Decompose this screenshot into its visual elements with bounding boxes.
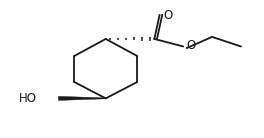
Polygon shape [58, 96, 106, 100]
Text: O: O [164, 9, 173, 22]
Text: HO: HO [19, 92, 37, 105]
Text: O: O [186, 39, 195, 52]
